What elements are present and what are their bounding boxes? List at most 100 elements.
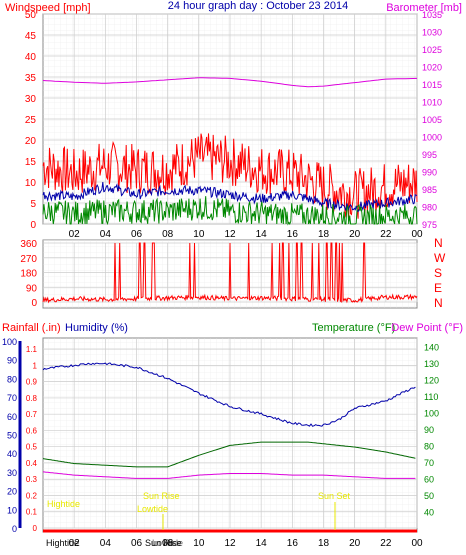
temp-tick-label: 100 [424, 408, 439, 418]
wind-direction-line [42, 242, 418, 304]
y-right-tick-label: 980 [422, 203, 437, 213]
y-right-tick-label: 1035 [422, 10, 442, 20]
humidity-tick-label: 100 [2, 337, 17, 347]
humidity-tick-label: 20 [7, 487, 17, 497]
direction-tick-label: 90 [26, 283, 38, 294]
y-right-tick-label: 975 [422, 220, 437, 230]
x-tick-label: 14 [256, 538, 268, 549]
y-left-tick-label: 35 [25, 73, 37, 84]
y-right-tick-label: 1015 [422, 80, 442, 90]
series-line [42, 77, 418, 88]
annotation-hightide: Hightide [47, 499, 80, 509]
panel3-humidity-label: Humidity (%) [65, 322, 128, 334]
x-tick-label: 02 [69, 538, 81, 549]
y-left-tick-label: 15 [25, 157, 37, 168]
x-tick-label: 22 [380, 538, 392, 549]
y-left-tick-label: 10 [25, 178, 37, 189]
rain-tick-label: 0.4 [26, 459, 38, 468]
x-tick-label: 00 [411, 229, 423, 240]
panel3-rain-label: Rainfall (.in) [2, 322, 61, 334]
x-tick-label: 08 [162, 538, 174, 549]
annotation-sunrise: Sun Rise [143, 491, 180, 501]
temp-tick-label: 60 [424, 474, 434, 484]
temp-tick-label: 50 [424, 491, 434, 501]
x-tick-label: 16 [287, 538, 299, 549]
compass-label: W [434, 251, 446, 265]
humidity-tick-label: 10 [7, 505, 17, 515]
direction-tick-label: 0 [31, 298, 37, 309]
bottom-label-sunrise: Sun Rise [145, 538, 182, 548]
x-tick-label: 06 [131, 538, 143, 549]
humidity-tick-label: 30 [7, 468, 17, 478]
rain-tick-label: 0.8 [26, 394, 38, 403]
temp-tick-label: 130 [424, 359, 439, 369]
temp-tick-label: 80 [424, 441, 434, 451]
y-left-tick-label: 25 [25, 115, 37, 126]
annotation-sunset: Sun Set [318, 491, 351, 501]
humidity-tick-label: 40 [7, 449, 17, 459]
humidity-tick-label: 50 [7, 431, 17, 441]
humidity-tick-label: 0 [12, 524, 17, 534]
panel1-title: 24 hour graph day : October 23 2014 [168, 0, 348, 12]
series-line [42, 471, 416, 479]
rain-tick-label: 0.9 [26, 378, 38, 387]
series-line [42, 441, 416, 468]
x-tick-label: 18 [318, 538, 330, 549]
panel1-right-label: Barometer [mb] [386, 2, 462, 14]
x-tick-label: 10 [193, 538, 205, 549]
x-tick-label: 06 [131, 229, 143, 240]
x-tick-label: 20 [349, 538, 361, 549]
direction-tick-label: 270 [20, 254, 37, 265]
x-tick-label: 12 [224, 229, 236, 240]
y-left-tick-label: 45 [25, 31, 37, 42]
compass-label: S [434, 266, 442, 280]
x-tick-label: 14 [256, 229, 268, 240]
x-tick-label: 04 [100, 538, 112, 549]
humidity-tick-label: 80 [7, 374, 17, 384]
panel3-dew-label: Dew Point (°F) [391, 322, 463, 334]
rain-tick-label: 0.1 [26, 508, 38, 517]
y-right-tick-label: 1010 [422, 98, 442, 108]
y-right-tick-label: 1005 [422, 115, 442, 125]
temp-tick-label: 110 [424, 392, 438, 402]
rain-tick-label: 0 [33, 524, 38, 533]
temp-tick-label: 70 [424, 458, 434, 468]
x-tick-label: 04 [100, 229, 112, 240]
rain-tick-label: 1.1 [26, 345, 38, 354]
y-right-tick-label: 985 [422, 185, 437, 195]
y-right-tick-label: 1000 [422, 133, 442, 143]
rain-tick-label: 0.6 [26, 426, 38, 435]
y-right-tick-label: 1025 [422, 45, 442, 55]
temp-tick-label: 120 [424, 375, 439, 385]
bottom-label-hightide: Hightide [46, 538, 79, 548]
panel1-left-label: Windspeed [mph] [5, 2, 91, 14]
x-tick-label: 10 [193, 229, 205, 240]
y-right-tick-label: 1030 [422, 28, 442, 38]
humidity-tick-label: 60 [7, 412, 17, 422]
y-right-tick-label: 990 [422, 168, 437, 178]
x-tick-label: 16 [287, 229, 299, 240]
y-left-tick-label: 40 [25, 52, 37, 63]
x-tick-label: 00 [411, 538, 423, 549]
rain-tick-label: 0.7 [26, 410, 38, 419]
rain-tick-label: 0.3 [26, 475, 38, 484]
annotation-lowtide: Lowtide [137, 504, 168, 514]
x-tick-label: 02 [69, 229, 81, 240]
x-tick-label: 22 [380, 229, 392, 240]
direction-tick-label: 180 [20, 269, 37, 280]
rain-tick-label: 0.5 [26, 443, 38, 452]
y-right-tick-label: 1020 [422, 63, 442, 73]
y-left-tick-label: 5 [30, 199, 36, 210]
y-left-tick-label: 50 [25, 10, 37, 21]
series-line [42, 362, 416, 427]
compass-label: N [434, 236, 443, 250]
humidity-tick-label: 90 [7, 356, 17, 366]
series-line [42, 196, 418, 226]
x-tick-label: 12 [224, 538, 236, 549]
panel3-temp-label: Temperature (°F) [312, 322, 395, 334]
series-line [42, 133, 418, 219]
y-left-tick-label: 0 [30, 220, 36, 231]
x-tick-label: 08 [162, 229, 174, 240]
temp-tick-label: 140 [424, 342, 439, 352]
